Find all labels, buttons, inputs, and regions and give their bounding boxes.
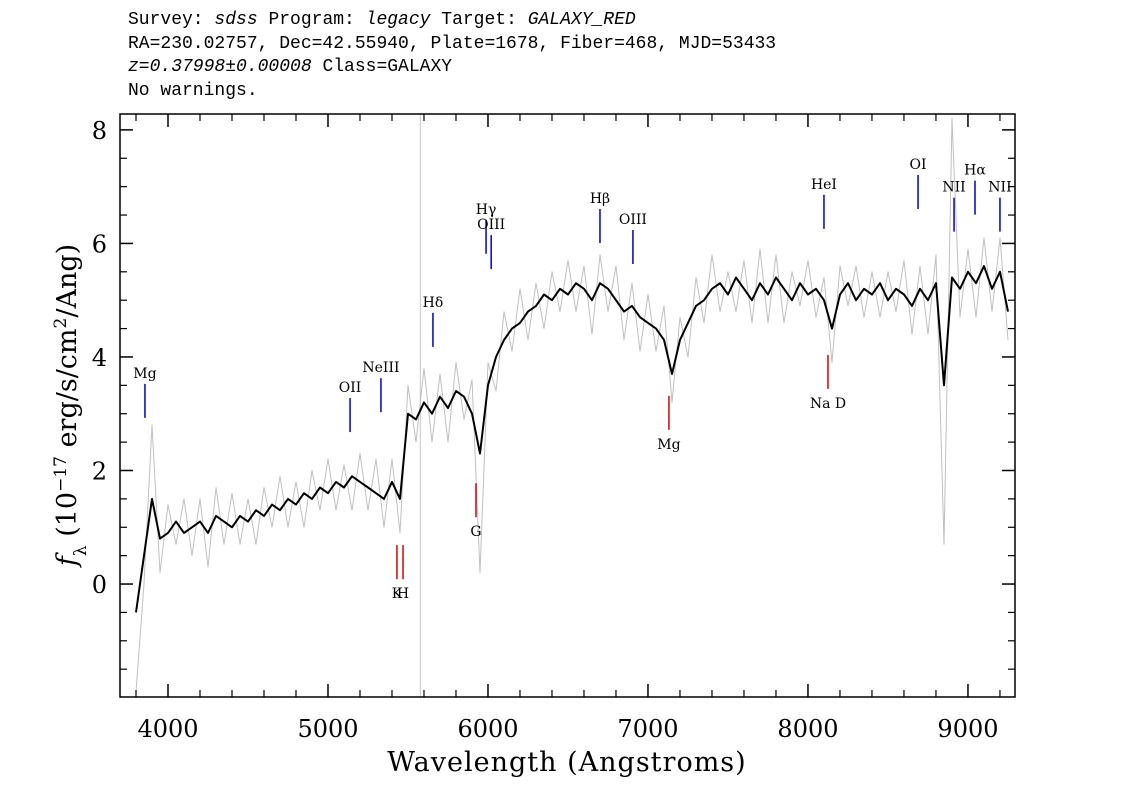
line-label: Mg [657, 437, 680, 453]
y-axis-label: fλ (10−17 erg/s/cm2/Ang) [51, 244, 91, 568]
spectrum-line [135, 265, 1009, 613]
header-text: Class=GALAXY [322, 57, 453, 77]
header-line: RA=230.02757, Dec=42.55940, Plate=1678, … [128, 33, 776, 57]
y-tick-label: 6 [92, 230, 107, 258]
y-axis-label-part: /Ang) [52, 244, 83, 318]
header-text: Program: [268, 10, 355, 30]
x-tick-label: 9000 [937, 715, 998, 743]
line-label: OI [910, 157, 927, 173]
line-label: Mg [133, 366, 156, 382]
header-text: No warnings. [128, 80, 258, 101]
plot-frame [119, 113, 1016, 698]
y-tick-label: 8 [92, 117, 107, 145]
line-label: NII [988, 180, 1011, 196]
line-label: Hδ [423, 295, 444, 311]
header-text: sdss [214, 10, 258, 30]
line-label: HeI [811, 177, 837, 193]
header-line: Survey: sdss Program: legacy Target: GALAXY_R… [128, 9, 776, 33]
line-label: K [392, 586, 403, 602]
x-tick-label: 5000 [297, 715, 358, 743]
y-axis-label-part: −17 [51, 456, 71, 492]
plot-area [135, 114, 1009, 697]
y-axis-label-part: 2 [51, 318, 71, 329]
y-axis-label-part: erg/s/cm [52, 328, 83, 456]
line-label: NeIII [362, 360, 399, 376]
line-label: NII [942, 180, 965, 196]
line-label: H [397, 586, 409, 602]
header-text: Survey: [128, 10, 204, 30]
y-axis-label-part: f [52, 552, 83, 568]
x-axis-label: Wavelength (Angstroms) [387, 747, 746, 778]
x-tick-label: 4000 [137, 715, 198, 743]
y-tick-label: 0 [92, 571, 107, 599]
line-label: Hγ [476, 202, 497, 218]
header-text: GALAXY_RED [527, 10, 636, 30]
y-axis-label-part: (10 [52, 492, 83, 545]
header-text: Target: [441, 10, 517, 30]
header: Survey: sdss Program: legacy Target: GALAXY_R… [128, 9, 776, 103]
header-line: z=0.37998±0.00008 Class=GALAXY [128, 56, 776, 80]
line-label: Hα [964, 163, 986, 179]
x-tick-label: 8000 [777, 715, 838, 743]
line-label: OII [339, 380, 362, 396]
header-line: No warnings. [128, 80, 776, 104]
line-label: OIII [619, 212, 647, 228]
line-label: G [470, 524, 481, 540]
y-tick-label: 4 [92, 344, 107, 372]
y-tick-label: 2 [92, 457, 107, 485]
header-text: z=0.37998±0.00008 [128, 57, 312, 77]
x-tick-label: 7000 [617, 715, 678, 743]
spectrum-line [135, 118, 1009, 692]
header-text: RA=230.02757, Dec=42.55940, Plate=1678, … [128, 33, 777, 54]
line-label: OIII [477, 217, 505, 233]
header-text: legacy [365, 10, 431, 30]
y-axis-label-part: λ [71, 545, 91, 556]
line-label: Na D [810, 396, 846, 412]
x-tick-label: 6000 [457, 715, 518, 743]
line-label: Hβ [590, 191, 610, 207]
